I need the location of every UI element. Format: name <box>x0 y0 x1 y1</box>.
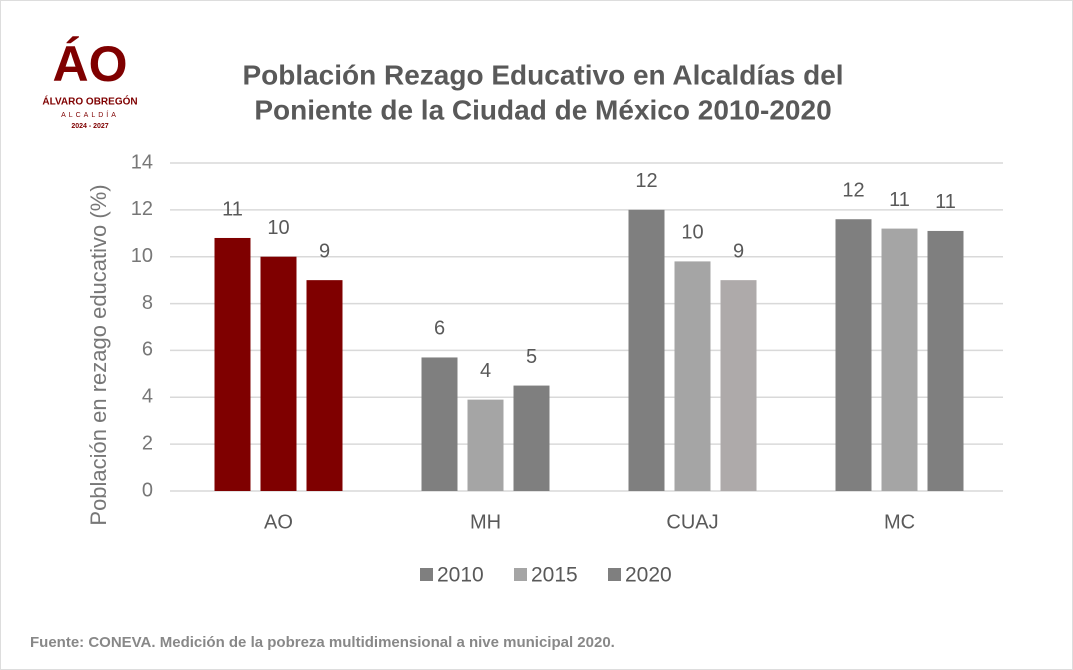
footer: Fuente: CONEVA. Medición de la pobreza m… <box>30 634 615 651</box>
logo: ÁO ÁLVARO OBREGÓN ALCALDÍA 2024 - 2027 <box>42 36 137 130</box>
legend-label: 2015 <box>531 564 578 587</box>
value-label: 10 <box>267 217 289 239</box>
bar <box>927 230 964 491</box>
value-label: 11 <box>222 198 243 220</box>
y-tick-label: 6 <box>142 339 153 361</box>
x-tick-label: MC <box>884 511 915 533</box>
y-tick-label: 8 <box>142 292 153 314</box>
legend-label: 2010 <box>437 564 484 587</box>
logo-years: 2024 - 2027 <box>71 123 108 130</box>
bar <box>467 399 504 491</box>
value-label: 9 <box>733 240 744 262</box>
bar <box>628 209 665 491</box>
y-tick-label: 0 <box>142 479 153 501</box>
bar <box>881 228 918 491</box>
value-label: 10 <box>681 222 703 244</box>
bar <box>513 385 550 491</box>
value-label: 4 <box>480 360 491 382</box>
bar <box>421 357 458 491</box>
value-label: 12 <box>842 180 864 202</box>
value-label: 9 <box>319 240 330 262</box>
chart-title: Poniente de la Ciudad de México 2010-202… <box>254 94 831 125</box>
legend-swatch <box>420 568 433 581</box>
logo-name: ÁLVARO OBREGÓN <box>42 95 137 108</box>
value-label: 6 <box>434 318 445 340</box>
logo-sub: ALCALDÍA <box>61 110 119 119</box>
value-label: 12 <box>635 170 657 192</box>
y-tick-label: 12 <box>131 198 153 220</box>
y-tick-label: 4 <box>142 386 153 408</box>
logo-mark: ÁO <box>53 36 128 92</box>
x-tick-label: MH <box>470 511 501 533</box>
bar <box>214 237 251 491</box>
legend-swatch <box>514 568 527 581</box>
legend-swatch <box>608 568 621 581</box>
y-tick-label: 10 <box>131 245 153 267</box>
bar <box>835 219 872 491</box>
value-label: 11 <box>889 189 910 211</box>
value-label: 5 <box>526 346 537 368</box>
bar <box>306 280 343 491</box>
x-tick-label: CUAJ <box>666 511 718 533</box>
y-tick-label: 2 <box>142 432 153 454</box>
bar <box>720 280 757 491</box>
y-tick-label: 14 <box>131 151 153 173</box>
legend-label: 2020 <box>625 564 672 587</box>
value-label: 11 <box>935 191 956 213</box>
x-tick-label: AO <box>264 511 293 533</box>
bar <box>260 256 297 491</box>
y-axis-label: Población en rezago educativo (%) <box>86 184 111 525</box>
bar <box>674 261 711 491</box>
chart-title: Población Rezago Educativo en Alcaldías … <box>242 59 843 90</box>
